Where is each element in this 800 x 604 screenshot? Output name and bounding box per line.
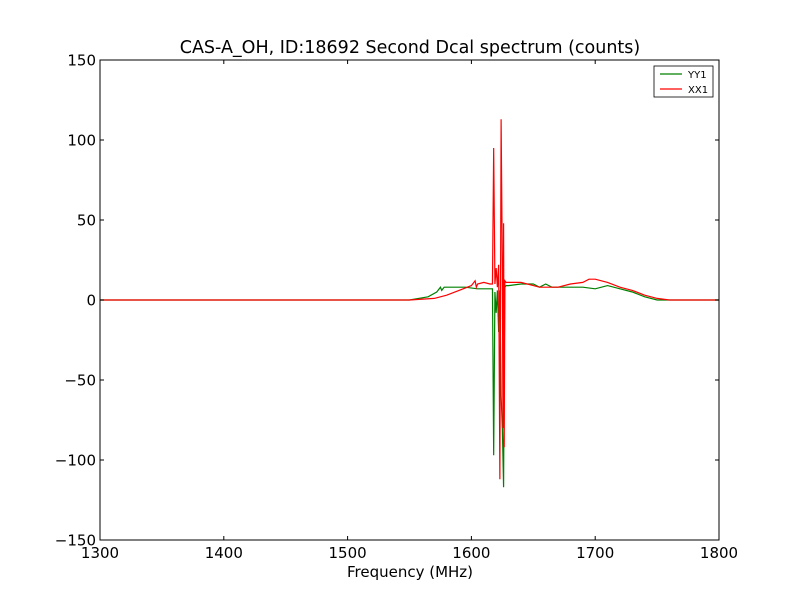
legend: YY1 XX1 — [653, 65, 714, 98]
y-tick-label: −150 — [55, 532, 96, 550]
y-tick-label: −100 — [55, 452, 96, 470]
plot-frame — [99, 59, 720, 541]
legend-label-xx1: XX1 — [688, 85, 708, 96]
x-tick-label: 1600 — [452, 544, 490, 562]
legend-box — [653, 65, 714, 98]
ticks-layer: 1300 1400 1500 1600 1700 1800 150 100 50 0 −50 −100… — [55, 52, 738, 563]
y-tick-label: 50 — [77, 212, 96, 230]
x-tick-label: 1500 — [329, 544, 367, 562]
series-layer — [100, 119, 719, 488]
y-tick-label: 100 — [67, 132, 96, 150]
x-tick-label: 1800 — [700, 544, 738, 562]
x-tick-label: 1700 — [576, 544, 614, 562]
x-tick-label: 1400 — [205, 544, 243, 562]
y-tick-label: 150 — [67, 52, 96, 70]
x-axis-label: Frequency (MHz) — [347, 563, 473, 581]
x-tick-label: 1300 — [81, 544, 119, 562]
series-line-xx1 — [100, 119, 719, 480]
y-tick-label: 0 — [86, 292, 96, 310]
y-tick-label: −50 — [64, 372, 96, 390]
series-line-yy1 — [100, 283, 719, 488]
legend-label-yy1: YY1 — [687, 70, 707, 81]
chart-title: CAS-A_OH, ID:18692 Second Dcal spectrum … — [180, 38, 641, 58]
